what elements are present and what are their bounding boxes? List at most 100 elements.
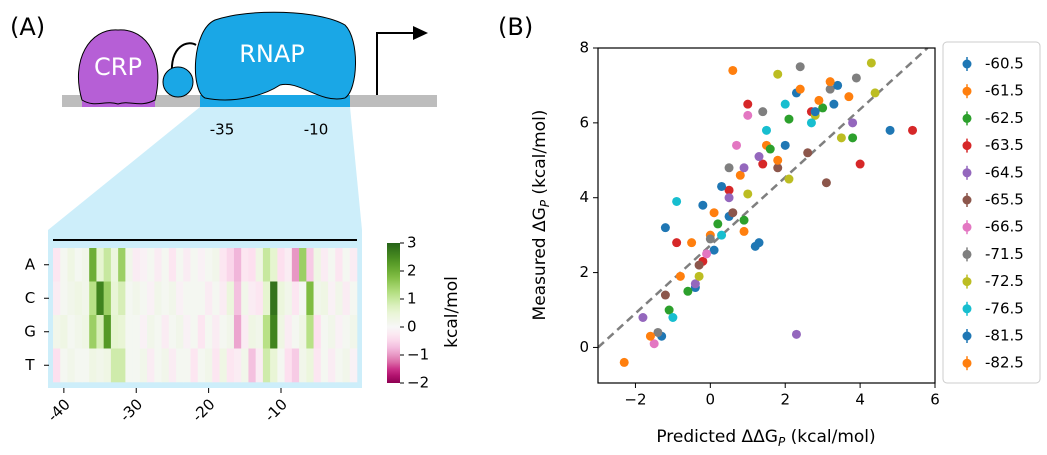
heatmap-cell [74, 315, 83, 349]
heatmap-cell [219, 281, 228, 316]
legend-marker [962, 86, 972, 96]
point [675, 271, 685, 281]
point [825, 84, 835, 94]
point [795, 84, 805, 94]
point [784, 114, 794, 124]
heatmap-cell [74, 248, 83, 282]
heatmap-cell [291, 348, 300, 383]
heatmap-cell [262, 348, 271, 383]
heatmap-cell [53, 315, 61, 349]
heatmap-cell [168, 315, 177, 349]
heatmap-cell [103, 248, 112, 282]
point [713, 219, 723, 229]
element-label: -35 [210, 121, 235, 139]
row-label: G [24, 322, 36, 340]
point [773, 163, 783, 173]
point [814, 95, 824, 105]
heatmap-cell [212, 281, 220, 316]
point [709, 208, 719, 218]
heatmap-cell [342, 281, 351, 316]
heatmap-cell [248, 315, 256, 349]
point [668, 312, 678, 322]
point [660, 223, 670, 233]
plot-area [598, 48, 929, 367]
point [732, 140, 742, 150]
label-part: Measured ΔG [530, 207, 550, 320]
row-label: T [24, 356, 35, 374]
heatmap-cell [139, 248, 148, 282]
heatmap-cell [67, 315, 76, 349]
point [743, 99, 753, 109]
heatmap-cell [291, 248, 300, 282]
legend-marker [962, 222, 972, 232]
legend-label: -63.5 [985, 136, 1024, 154]
protein-label: RNAP [239, 40, 305, 68]
heatmap-cell [103, 348, 112, 383]
point [754, 152, 764, 162]
heatmap-cell [81, 281, 90, 316]
heatmap-cell [248, 348, 256, 383]
alpha-ctd [162, 66, 194, 98]
point [653, 327, 663, 337]
heatmap-cell [205, 348, 213, 383]
heatmap-cell [154, 315, 162, 349]
heatmap-cell [306, 281, 314, 316]
heatmap-cell [161, 348, 170, 383]
heatmap-cell [233, 315, 242, 349]
heatmap-cell [233, 348, 242, 383]
heatmap-cell [306, 315, 314, 349]
heatmap-cell [161, 281, 170, 316]
y-axis-label: Measured ΔGP (kcal/mol) [530, 110, 552, 321]
point [702, 249, 712, 259]
heatmap-cell [118, 281, 126, 316]
point [739, 163, 749, 173]
y-tick-label: 8 [579, 39, 589, 57]
heatmap-cell [53, 348, 61, 383]
heatmap-cell [60, 281, 68, 316]
heatmap-cell [291, 315, 300, 349]
heatmap-cell [110, 281, 119, 316]
point [855, 159, 865, 169]
point [694, 260, 704, 270]
x-axis-label: Predicted ΔΔGP (kcal/mol) [656, 427, 875, 449]
y-tick-label: 6 [579, 113, 589, 131]
heatmap-cell [299, 315, 307, 349]
heatmap-cell [335, 281, 343, 316]
heatmap-cell [96, 281, 104, 316]
heatmap-cell [277, 315, 285, 349]
heatmap-cell [118, 348, 126, 383]
heatmap-cell [226, 315, 235, 349]
legend-label: -61.5 [985, 82, 1024, 100]
heatmap-cell [335, 348, 343, 383]
heatmap-cell [103, 315, 112, 349]
heatmap-cell [125, 248, 133, 282]
x-tick-label: -10 [261, 395, 291, 425]
x-tick-label: −2 [624, 391, 646, 409]
zoom-wedge [48, 107, 362, 230]
colorbar-tick-label: −1 [407, 346, 429, 364]
heatmap-cell [176, 348, 184, 383]
point [780, 99, 790, 109]
heatmap-cell [328, 281, 336, 316]
point [664, 305, 674, 315]
heatmap-cell [132, 248, 141, 282]
heatmap-cell [335, 315, 343, 349]
heatmap-cell [118, 248, 126, 282]
heatmap-cell [342, 348, 351, 383]
tss-arrow [376, 32, 415, 95]
protein-label: CRP [94, 53, 142, 81]
legend-label: -66.5 [985, 218, 1024, 236]
heatmap-cell [183, 348, 191, 383]
heatmap-cell [154, 281, 162, 316]
point [724, 193, 734, 203]
point [803, 148, 813, 158]
heatmap-cell [328, 348, 336, 383]
legend-marker [962, 168, 972, 178]
x-tick-label: 4 [855, 391, 865, 409]
colorbar [387, 243, 400, 383]
legend-box [942, 41, 1041, 384]
heatmap-cell [219, 248, 228, 282]
point [908, 125, 918, 135]
heatmap-cell [81, 348, 90, 383]
heatmap-cell [241, 281, 249, 316]
